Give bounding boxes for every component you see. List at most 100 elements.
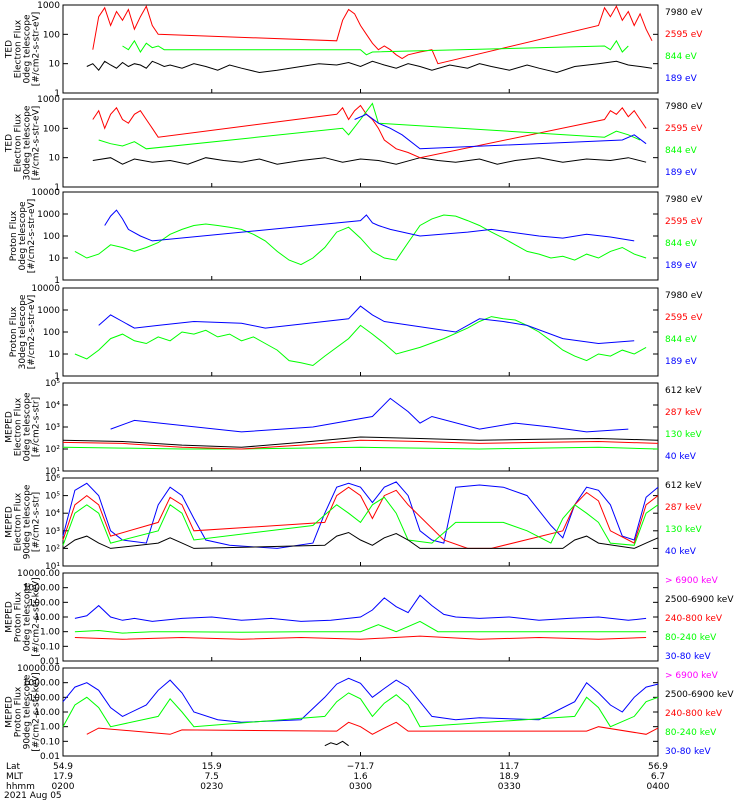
panel-frame	[62, 191, 659, 281]
y-tick-label: 10⁵	[45, 492, 60, 502]
series-black	[86, 60, 653, 74]
y-tick-label: 10⁴	[45, 401, 60, 411]
y-tick-label: 10000.00	[17, 664, 60, 674]
legend-entry: 30-80 keV	[665, 747, 711, 757]
series-blue	[62, 677, 659, 723]
legend-entry: 2500-6900 keV	[665, 690, 734, 700]
y-tick-label: 1.00	[40, 723, 60, 733]
x-tick-label-hhmm: 0300	[349, 782, 372, 792]
x-tick-label-lat: 15.9	[202, 762, 222, 772]
y-tick-label: 10⁴	[45, 509, 60, 519]
y-tick-label: 10000	[31, 188, 60, 198]
series-green	[74, 316, 647, 367]
y-tick-label: 10³	[45, 423, 60, 433]
y-tick-label: 1.00	[40, 628, 60, 638]
y-axis-label: MEPEDElectron Flux90deg telescope[#/cm2-…	[5, 484, 42, 559]
panel-frame	[62, 667, 659, 757]
x-tick-label-lat: 11.7	[499, 762, 519, 772]
series-black	[62, 531, 659, 549]
x-row-label-mlt: MLT	[6, 772, 24, 782]
y-axis-label: MEPEDProton Flux0deg telescope[#/cm2-s-s…	[5, 577, 42, 656]
series-blue	[62, 481, 659, 549]
legend-entry: 844 eV	[665, 335, 698, 345]
y-axis-label: MEPEDElectron Flux0deg telescope[#/cm2-s…	[5, 392, 42, 462]
legend-entry: > 6900 keV	[665, 576, 719, 586]
series-red	[86, 721, 659, 735]
x-tick-label-lat: 54.9	[53, 762, 73, 772]
legend-entry: 7980 eV	[665, 291, 703, 301]
y-tick-label: 10⁶	[45, 474, 60, 484]
legend-entry: 40 keV	[665, 547, 697, 557]
series-red	[74, 635, 647, 640]
y-tick-label: 10²	[45, 544, 60, 554]
y-axis-label: TEDElectron Flux0deg telescope[#/cm2-s-s…	[5, 12, 42, 87]
x-row-label-hhmm: hhmm	[6, 782, 35, 792]
x-tick-label-lat: −71.7	[347, 762, 375, 772]
y-axis-label: Proton Flux0deg telescope[#/cm2-s-str-eV…	[9, 199, 37, 274]
panel-7: 0.01 0.10 1.00 10.00 100.00 1000.00 10000.00ME…	[5, 569, 735, 667]
observation-date: 2021 Aug 05	[4, 791, 62, 800]
legend-entry: 2500-6900 keV	[665, 595, 734, 605]
y-tick-label: 10.00	[34, 708, 60, 718]
x-tick-label-mlt: 6.7	[651, 772, 665, 782]
y-tick-label: 100.00	[29, 693, 61, 703]
y-tick-label: 10000.00	[17, 569, 60, 579]
legend-entry: 287 keV	[665, 503, 702, 513]
legend-entry: 130 keV	[665, 525, 702, 535]
series-green	[74, 620, 647, 634]
y-tick-label: 0.01	[40, 752, 60, 762]
legend-entry: 2595 eV	[665, 30, 703, 40]
y-tick-label: 1000.00	[23, 584, 60, 594]
y-tick-label: 10¹	[45, 562, 60, 572]
legend-entry: 240-800 keV	[665, 614, 723, 624]
legend-entry: 189 eV	[665, 74, 698, 84]
series-red	[92, 5, 653, 65]
legend-entry: 7980 eV	[665, 102, 703, 112]
legend-entry: 287 keV	[665, 408, 702, 418]
series-black	[62, 436, 659, 448]
y-tick-label: 1	[54, 372, 60, 382]
legend-entry: 844 eV	[665, 239, 698, 249]
legend-entry: 189 eV	[665, 168, 698, 178]
y-tick-label: 1000	[37, 95, 60, 105]
x-tick-label-mlt: 1.6	[353, 772, 368, 782]
legend-entry: 612 keV	[665, 386, 702, 396]
y-tick-label: 100	[43, 232, 60, 242]
series-green	[98, 102, 641, 150]
y-tick-label: 10000	[31, 284, 60, 294]
y-tick-label: 10	[49, 60, 61, 70]
y-tick-label: 10²	[45, 445, 60, 455]
y-tick-label: 0.10	[40, 737, 60, 747]
legend-entry: 189 eV	[665, 357, 698, 367]
legend-entry: 240-800 keV	[665, 709, 723, 719]
y-tick-label: 100	[43, 124, 60, 134]
legend-entry: > 6900 keV	[665, 671, 719, 681]
y-tick-label: 100	[43, 30, 60, 40]
y-tick-label: 10	[49, 254, 61, 264]
legend-entry: 612 keV	[665, 481, 702, 491]
y-tick-label: 10.00	[34, 613, 60, 623]
y-tick-label: 1	[54, 89, 60, 99]
legend-entry: 844 eV	[665, 52, 698, 62]
series-green	[62, 692, 659, 728]
panel-frame	[62, 4, 659, 94]
y-tick-label: 10¹	[45, 467, 60, 477]
legend-entry: 2595 eV	[665, 313, 703, 323]
y-tick-label: 10⁵	[45, 379, 60, 389]
series-black	[92, 157, 647, 165]
x-tick-label-lat: 56.9	[648, 762, 668, 772]
y-tick-label: 1000	[37, 306, 60, 316]
x-tick-label-hhmm: 0200	[52, 782, 75, 792]
panel-8: 0.01 0.10 1.00 10.00 100.00 1000.00 10000.00ME…	[5, 664, 735, 762]
y-tick-label: 1000.00	[23, 679, 60, 689]
y-tick-label: 1000	[37, 1, 60, 11]
y-tick-label: 1	[54, 276, 60, 286]
